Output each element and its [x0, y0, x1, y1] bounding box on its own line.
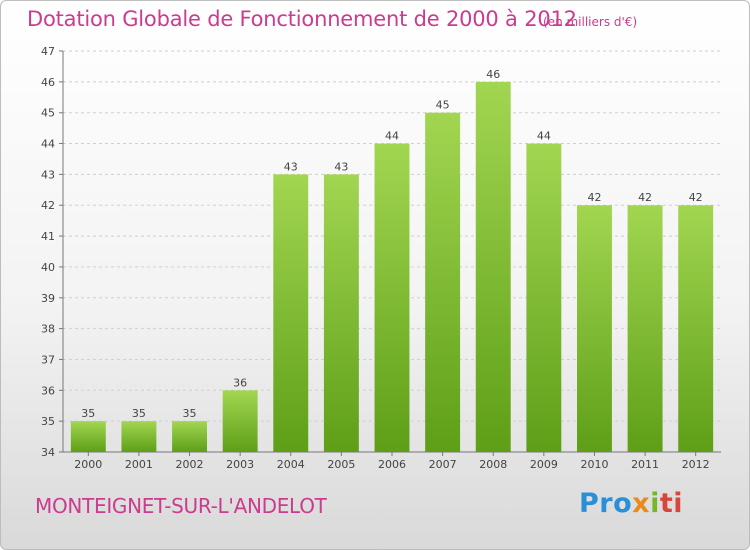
x-tick-label-2005: 2005: [327, 458, 355, 471]
x-tick-label-2006: 2006: [378, 458, 406, 471]
bar-2002[interactable]: [172, 421, 208, 452]
bar-2010[interactable]: [576, 205, 612, 452]
axes: 34 35 36 37 38 39 40 41 42 43 44 45 46 47: [41, 45, 721, 459]
value-label-2003: 36: [233, 376, 247, 389]
logo-part-3: i: [650, 488, 660, 519]
proxiti-logo[interactable]: Proxiti: [579, 488, 683, 519]
y-tick-label: 41: [41, 230, 55, 243]
x-tick-label-2003: 2003: [226, 458, 254, 471]
bar-2008[interactable]: [475, 81, 511, 452]
x-tick-label-2008: 2008: [479, 458, 507, 471]
bar-2005[interactable]: [323, 174, 359, 452]
bar-2006[interactable]: [374, 143, 410, 453]
y-tick-label: 38: [41, 323, 55, 336]
logo-part-2: x: [632, 488, 651, 519]
y-tick-label: 37: [41, 353, 55, 366]
y-tick-label: 39: [41, 292, 55, 305]
y-tick-label: 45: [41, 107, 55, 120]
y-tick-label: 36: [41, 384, 55, 397]
value-label-2002: 35: [183, 407, 197, 420]
bar-chart: 34 35 36 37 38 39 40 41 42 43 44 45 46 47 35 2000 35 200…: [41, 45, 721, 471]
value-label-2001: 35: [132, 407, 146, 420]
bar-2003[interactable]: [222, 390, 258, 452]
y-tick-label: 44: [41, 138, 55, 151]
x-tick-label-2002: 2002: [176, 458, 204, 471]
bar-2000[interactable]: [70, 421, 106, 452]
labels: 35 2000 35 2001 35 2002 36 2003 43 2004 43 2005 44 20…: [74, 68, 709, 471]
x-tick-label-2001: 2001: [125, 458, 153, 471]
x-tick-label-2007: 2007: [429, 458, 457, 471]
x-tick-label-2011: 2011: [631, 458, 659, 471]
x-tick-label-2012: 2012: [682, 458, 710, 471]
x-tick-label-2000: 2000: [74, 458, 102, 471]
bar-2009[interactable]: [526, 143, 562, 453]
value-label-2008: 46: [486, 68, 500, 81]
y-tick-label: 40: [41, 261, 55, 274]
chart-title: Dotation Globale de Fonctionnement de 20…: [27, 7, 577, 31]
y-tick-label: 34: [41, 446, 55, 459]
x-tick-label-2010: 2010: [580, 458, 608, 471]
logo-part-1: Pro: [579, 488, 633, 519]
y-tick-label: 47: [41, 45, 55, 58]
bar-2007[interactable]: [425, 112, 461, 452]
y-tick-label: 35: [41, 415, 55, 428]
x-tick-label-2004: 2004: [277, 458, 305, 471]
y-tick-label: 46: [41, 76, 55, 89]
value-label-2007: 45: [436, 99, 450, 112]
y-tick-label: 42: [41, 199, 55, 212]
bar-2001[interactable]: [121, 421, 157, 452]
bars: [70, 81, 714, 453]
value-label-2006: 44: [385, 130, 399, 143]
value-label-2005: 43: [334, 160, 348, 173]
commune-name: MONTEIGNET-SUR-L'ANDELOT: [35, 494, 327, 518]
chart-unit: (en milliers d'€): [543, 15, 638, 29]
value-label-2010: 42: [587, 191, 601, 204]
bar-2011[interactable]: [627, 205, 663, 452]
value-label-2012: 42: [689, 191, 703, 204]
value-label-2000: 35: [81, 407, 95, 420]
value-label-2004: 43: [284, 160, 298, 173]
bar-2012[interactable]: [678, 205, 714, 452]
bar-2004[interactable]: [273, 174, 309, 452]
value-label-2009: 44: [537, 130, 551, 143]
x-tick-label-2009: 2009: [530, 458, 558, 471]
logo-part-4: ti: [659, 488, 684, 519]
value-label-2011: 42: [638, 191, 652, 204]
y-tick-label: 43: [41, 168, 55, 181]
